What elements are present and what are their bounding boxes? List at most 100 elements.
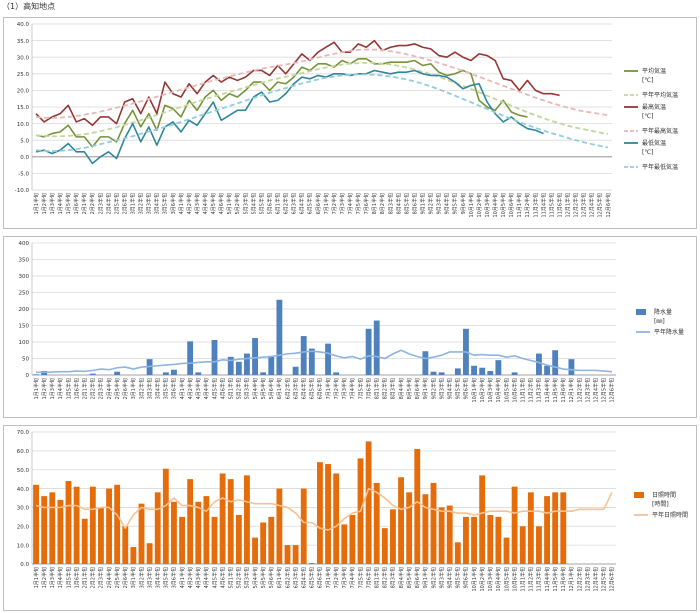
x-tick-label: 8月2半旬 <box>382 378 389 399</box>
x-tick-label: 10月2半旬 <box>479 567 486 592</box>
x-tick-label: 4月5半旬 <box>211 567 218 588</box>
x-tick-label: 11月1半旬 <box>520 378 527 403</box>
legend-label: 平年日照時間 <box>652 511 688 519</box>
x-tick-label: 12月6半旬 <box>609 378 616 403</box>
x-tick-label: 2月3半旬 <box>98 567 105 588</box>
bar <box>227 479 234 564</box>
bar <box>106 488 112 564</box>
bar <box>260 522 267 564</box>
x-tick-label: 3月5半旬 <box>163 567 170 588</box>
x-tick-label: 12月1半旬 <box>568 378 575 403</box>
x-tick-label: 8月3半旬 <box>390 378 397 399</box>
x-tick-label: 8月2半旬 <box>382 567 389 588</box>
bar <box>544 365 550 375</box>
x-tick-label: 8月3半旬 <box>387 193 394 214</box>
x-tick-label: 10月3半旬 <box>484 193 491 218</box>
bar <box>146 543 153 564</box>
bar <box>33 484 39 564</box>
x-tick-label: 2月5半旬 <box>114 378 121 399</box>
x-tick-label: 5月2半旬 <box>236 567 243 588</box>
x-tick-label: 10月4半旬 <box>495 567 502 592</box>
x-tick-label: 7月6半旬 <box>365 567 372 588</box>
bar <box>446 505 453 564</box>
x-tick-label: 2月2半旬 <box>89 193 96 214</box>
x-tick-label: 2月4半旬 <box>106 378 113 399</box>
y-tick-label: 40.0 <box>17 487 30 493</box>
bar <box>81 518 88 564</box>
y-tick-label: -5.0 <box>18 172 29 178</box>
x-tick-label: 11月6半旬 <box>560 567 567 592</box>
x-tick-label: 6月6半旬 <box>317 567 324 588</box>
x-tick-label: 6月2半旬 <box>284 567 291 588</box>
x-tick-label: 7月2半旬 <box>333 378 340 399</box>
x-tick-label: 4月6半旬 <box>219 567 226 588</box>
x-tick-label: 11月4半旬 <box>540 193 547 218</box>
x-tick-label: 7月1半旬 <box>325 378 332 399</box>
bar <box>560 492 567 564</box>
x-tick-label: 9月4半旬 <box>447 378 454 399</box>
bar <box>252 338 258 375</box>
x-tick-label: 4月1半旬 <box>179 567 186 588</box>
x-tick-label: 2月5半旬 <box>114 567 121 588</box>
x-tick-label: 12月5半旬 <box>601 567 608 592</box>
x-tick-label: 4月4半旬 <box>202 193 209 214</box>
bar <box>495 360 502 375</box>
y-tick-label: 30.0 <box>17 506 30 512</box>
x-tick-label: 7月4半旬 <box>349 378 356 399</box>
x-tick-label: 10月6半旬 <box>511 567 518 592</box>
x-tick-label: 12月5半旬 <box>597 193 604 218</box>
x-tick-label: 1月3半旬 <box>49 567 56 588</box>
x-tick-label: 2月2半旬 <box>90 378 97 399</box>
x-tick-label: 7月3半旬 <box>341 378 348 399</box>
sunshine-chart: 0.0 10.0 20.0 30.0 40.0 50.0 60.0 70.0 1月1半旬 1月2半… <box>17 430 688 592</box>
x-tick-label: 6月3半旬 <box>292 567 299 588</box>
bar <box>317 462 323 564</box>
x-tick-label: 10月4半旬 <box>495 378 502 403</box>
x-tick-label: 9月2半旬 <box>428 193 435 214</box>
x-tick-label: 1月4半旬 <box>57 378 64 399</box>
x-tick-label: 1月6半旬 <box>73 378 80 399</box>
x-tick-label: 6月2半旬 <box>284 378 291 399</box>
bar <box>325 464 331 564</box>
x-tick-label: 12月3半旬 <box>581 193 588 218</box>
bar <box>495 516 502 564</box>
series-line <box>35 73 609 153</box>
bar <box>187 341 194 375</box>
x-tick-label: 9月3半旬 <box>436 193 443 214</box>
bar <box>41 496 48 564</box>
y-tick-label: 20.0 <box>17 524 30 530</box>
x-tick-label: 12月5半旬 <box>601 378 608 403</box>
bar <box>479 475 486 564</box>
x-tick-label: 11月3半旬 <box>536 567 543 592</box>
bar <box>211 516 218 564</box>
x-tick-label: 6月1半旬 <box>274 193 281 214</box>
x-tick-label: 11月6半旬 <box>556 193 563 218</box>
x-tick-label: 9月4半旬 <box>444 193 451 214</box>
bar <box>454 542 461 564</box>
bar <box>430 371 437 375</box>
x-tick-label: 11月3半旬 <box>532 193 539 218</box>
x-tick-label: 6月2半旬 <box>283 193 290 214</box>
x-tick-label: 1月2半旬 <box>41 378 48 399</box>
x-tick-label: 6月5半旬 <box>309 378 316 399</box>
bar <box>373 320 380 375</box>
x-tick-label: 8月6半旬 <box>411 193 418 214</box>
x-tick-label: 4月1半旬 <box>179 378 186 399</box>
x-tick-label: 7月2半旬 <box>333 567 340 588</box>
bar <box>381 528 388 564</box>
y-tick-label: 40.0 <box>17 22 30 28</box>
x-tick-label: 5月5半旬 <box>260 378 267 399</box>
x-tick-label: 3月5半旬 <box>163 378 170 399</box>
bar <box>33 374 39 375</box>
x-tick-label: 11月2半旬 <box>528 567 535 592</box>
x-tick-label: 9月6半旬 <box>463 378 470 399</box>
legend-label: 平年降水量 <box>654 328 684 336</box>
bar <box>195 372 202 375</box>
x-tick-label: 5月5半旬 <box>258 193 265 214</box>
x-tick-label: 5月4半旬 <box>252 567 259 588</box>
bar <box>479 367 486 375</box>
x-tick-label: 4月5半旬 <box>210 193 217 214</box>
x-tick-label: 8月5半旬 <box>406 567 413 588</box>
bar <box>463 516 469 564</box>
x-tick-label: 8月1半旬 <box>374 378 381 399</box>
